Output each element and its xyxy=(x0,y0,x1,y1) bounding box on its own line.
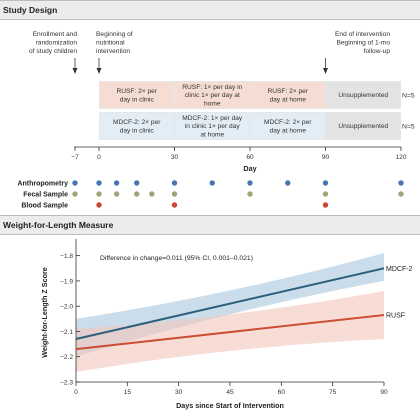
sample-dot xyxy=(398,180,404,186)
sample-dot xyxy=(149,191,155,197)
arm-segment-label: RUSF: 2× per xyxy=(117,88,158,95)
sample-dot xyxy=(171,202,178,208)
sample-dot xyxy=(72,180,78,186)
wfl-header: Weight-for-Length Measure xyxy=(0,215,420,235)
milestone-arrowhead xyxy=(72,68,78,74)
sample-row-label: Blood Sample xyxy=(21,203,68,210)
day-tick-label: 30 xyxy=(171,154,179,161)
y-tick-label: −1.9 xyxy=(60,278,73,285)
series-line xyxy=(75,267,385,341)
wfl-title: Weight-for-Length Measure xyxy=(3,220,114,230)
study-design-title: Study Design xyxy=(3,5,58,15)
sample-dot xyxy=(134,180,140,186)
arm-segment xyxy=(99,113,174,139)
arm-n-label: N=5 xyxy=(402,93,415,100)
series-label: MDCF-2 xyxy=(386,266,413,273)
sample-dot xyxy=(398,191,404,197)
arm-segment-label: day at home xyxy=(270,96,307,103)
sample-dot xyxy=(171,180,178,186)
study-design-header: Study Design xyxy=(0,0,420,20)
sample-row-label: Anthropometry xyxy=(17,181,68,188)
milestone-label: End of intervention xyxy=(335,31,390,38)
milestone-label: of study children xyxy=(29,48,77,55)
y-tick-label: −2.3 xyxy=(60,379,73,386)
day-axis-title: Day xyxy=(243,164,256,173)
arm-segment-label: MDCF-2: 1× per day xyxy=(182,115,243,122)
arm-segment xyxy=(326,82,401,108)
arm-segment xyxy=(175,113,250,139)
y-tick-label: −2.1 xyxy=(60,329,73,336)
milestone-label: follow-up xyxy=(364,48,391,55)
arm-segment-label: Unsupplemented xyxy=(338,92,388,99)
milestone-label: Enrollment and xyxy=(33,31,78,38)
difference-annotation: Difference in change=0.011 (95% CI, 0.00… xyxy=(100,255,253,262)
y-tick-label: −2.0 xyxy=(60,304,73,311)
milestone-arrowhead xyxy=(323,68,328,74)
milestone-label: randomization xyxy=(36,40,78,47)
sample-dot xyxy=(322,202,329,208)
x-axis-title: Days since Start of Intervention xyxy=(176,401,284,410)
arm-segment xyxy=(175,82,250,108)
sample-dot xyxy=(171,191,178,197)
arm-segment-label: day in clinic xyxy=(120,127,155,134)
series-label: RUSF xyxy=(386,313,405,320)
series-line xyxy=(75,314,385,351)
x-tick-label: 60 xyxy=(278,389,286,396)
milestone-label: Beginning of 1-mo xyxy=(336,40,390,47)
arm-segment-label: home xyxy=(204,101,221,108)
sample-dot xyxy=(96,180,102,186)
sample-dot xyxy=(113,191,120,197)
arm-segment-label: RUSF: 2× per xyxy=(268,88,309,95)
arm-segment xyxy=(99,82,174,108)
arm-segment-label: MDCF-2: 2× per xyxy=(113,119,161,126)
sample-dot xyxy=(322,191,329,197)
sample-dot xyxy=(209,180,215,186)
x-tick-label: 75 xyxy=(329,389,337,396)
x-tick-label: 15 xyxy=(124,389,132,396)
sample-dot xyxy=(322,180,329,186)
arm-segment-label: in clinic 1× per day xyxy=(185,123,240,130)
arm-segment xyxy=(250,82,325,108)
milestone-label: nutritional xyxy=(96,40,125,47)
arm-segment xyxy=(326,113,401,139)
y-tick-label: −2.2 xyxy=(60,354,73,361)
milestone-arrowhead xyxy=(96,68,102,74)
sample-dot xyxy=(247,180,253,186)
sample-dot xyxy=(113,180,120,186)
x-tick-label: 45 xyxy=(226,389,234,396)
milestone-label: Beginning of xyxy=(96,31,133,38)
sample-row-label: Fecal Sample xyxy=(23,192,68,199)
y-axis-title: Weight-for-Length Z Score xyxy=(40,267,49,358)
arm-segment-label: at home xyxy=(200,132,224,139)
arm-segment-label: clinic 1× per day at xyxy=(185,92,240,99)
sample-dot xyxy=(96,202,102,208)
x-tick-label: 30 xyxy=(175,389,183,396)
day-tick-label: −7 xyxy=(71,154,79,161)
arm-segment-label: RUSF: 1× per day in xyxy=(182,84,242,91)
arm-segment-label: day in clinic xyxy=(120,96,155,103)
day-tick-label: 120 xyxy=(395,154,406,161)
x-tick-label: 90 xyxy=(380,389,388,396)
milestone-label: intervention xyxy=(96,48,130,55)
sample-dot xyxy=(134,191,140,197)
x-tick-label: 0 xyxy=(74,389,78,396)
arm-n-label: N=5 xyxy=(402,124,415,131)
day-tick-label: 60 xyxy=(246,154,254,161)
day-tick-label: 90 xyxy=(322,154,330,161)
arm-segment xyxy=(250,113,325,139)
sample-dot xyxy=(247,191,253,197)
sample-dot xyxy=(72,191,78,197)
day-tick-label: 0 xyxy=(97,154,101,161)
arm-segment-label: Unsupplemented xyxy=(338,123,388,130)
y-tick-label: −1.8 xyxy=(60,253,73,260)
sample-dot xyxy=(96,191,102,197)
arm-segment-label: day at home xyxy=(270,127,307,134)
sample-dot xyxy=(285,180,291,186)
arm-segment-label: MDCF-2: 2× per xyxy=(264,119,312,126)
